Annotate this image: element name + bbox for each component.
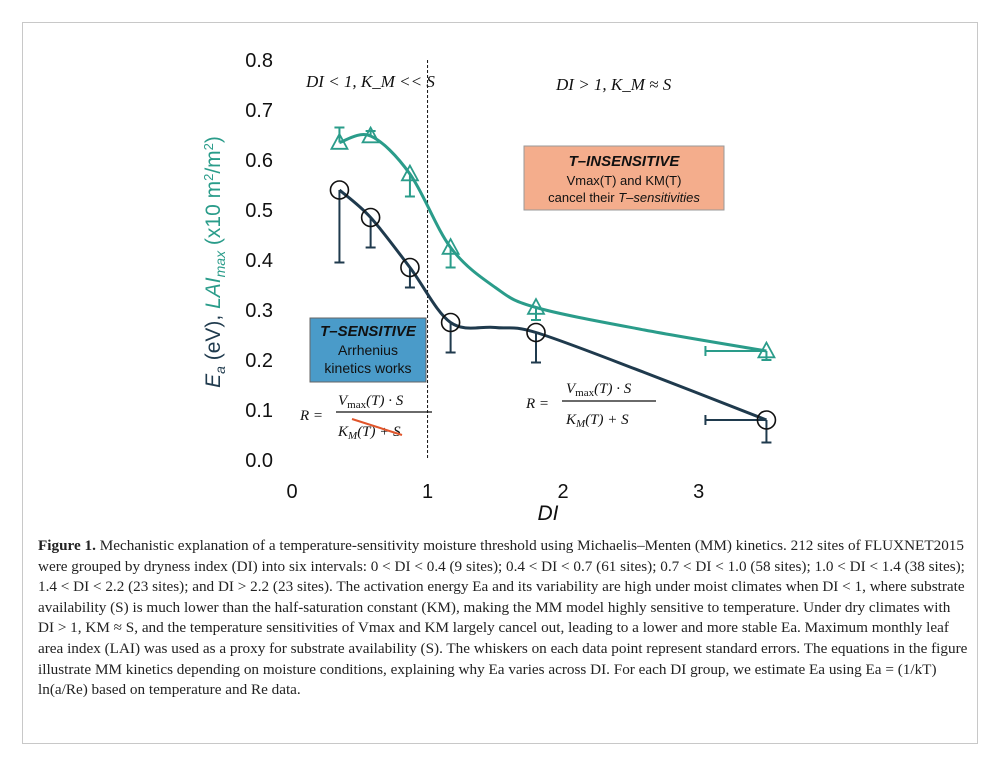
y-tick-label: 0.7 <box>245 100 273 122</box>
ylabel-units: (x10 m <box>202 181 225 251</box>
figure-frame <box>22 22 978 744</box>
laimax-point <box>441 237 461 255</box>
svg-text:R =: R = <box>299 408 323 424</box>
y-tick-label: 0.1 <box>245 400 273 422</box>
y-tick-label: 0.2 <box>245 350 273 372</box>
insensitive-line3-prefix: cancel their <box>548 190 618 205</box>
laimax-point <box>329 132 349 150</box>
sensitive-line3: kinetics works <box>324 360 411 376</box>
ylabel-ea: E <box>202 373 225 388</box>
ea-point <box>756 410 777 430</box>
laimax-point <box>361 125 381 144</box>
ylabel-sup1: 2 <box>201 174 216 181</box>
ea-point <box>440 312 461 333</box>
sensitive-line2: Arrhenius <box>338 342 398 358</box>
strike-line <box>351 418 403 436</box>
caption-text: Mechanistic explanation of a temperature… <box>38 537 968 699</box>
chart: 0.0 0.1 0.2 0.3 0.4 0.5 0.6 0.7 0.8 0 1 2 3 DI < 1, … <box>201 50 777 525</box>
caption-label: Figure 1. <box>38 537 96 554</box>
ea-point <box>400 257 420 278</box>
insensitive-box: T–INSENSITIVE Vmax(T) and KM(T) cancel t… <box>523 145 725 211</box>
laimax-point <box>526 297 546 315</box>
ea-series-line <box>338 188 767 422</box>
equation-left: R = Vmax(T) · S / (KM(T) + S) R = Vmax(T… <box>299 393 432 442</box>
ylabel-close: ) <box>202 136 225 143</box>
y-tick-label: 0.6 <box>245 150 273 172</box>
insensitive-title: T–INSENSITIVE <box>569 153 681 170</box>
svg-text:Vmax(T) · S: Vmax(T) · S <box>566 381 632 399</box>
y-axis-label: Ea (eV), LAImax (x10 m2/m2) <box>201 136 228 388</box>
x-axis-label: DI <box>538 502 559 525</box>
y-tick-label: 0.8 <box>245 50 273 72</box>
y-tick-label: 0.4 <box>245 250 273 272</box>
y-tick-label: 0.3 <box>245 300 273 322</box>
x-tick-label: 1 <box>422 481 433 503</box>
left-regime-label: DI < 1, K_M << S <box>305 72 435 91</box>
laimax-point <box>756 340 776 359</box>
x-tick-label: 3 <box>693 481 704 503</box>
svg-text:Vmax(T) · S: Vmax(T) · S <box>338 393 404 411</box>
x-tick-label: 2 <box>558 481 569 503</box>
laimax-series-line <box>338 133 767 353</box>
ylabel-lai-sub: max <box>212 250 228 277</box>
svg-text:KM(T) + S: KM(T) + S <box>337 424 401 442</box>
ylabel-ea-sub: a <box>212 366 228 374</box>
right-regime-label: DI > 1, K_M ≈ S <box>555 75 672 94</box>
laimax-point <box>400 163 420 182</box>
svg-text:R =: R = <box>525 396 549 412</box>
x-tick-label: 0 <box>286 481 297 503</box>
y-tick-label: 0.5 <box>245 200 273 222</box>
ylabel-sup2: 2 <box>201 143 216 150</box>
ea-point <box>329 180 350 200</box>
y-tick-label: 0.0 <box>245 450 273 472</box>
insensitive-line3-italic: T–sensitivities <box>618 190 700 205</box>
sensitive-title: T–SENSITIVE <box>320 323 417 340</box>
sensitive-box: T–SENSITIVE Arrhenius kinetics works <box>309 317 427 383</box>
figure-caption: Figure 1. Mechanistic explanation of a t… <box>38 536 968 701</box>
equation-right: R = Vmax(T) · S / (KM(T) + S) R = Vmax(T… <box>525 381 656 430</box>
ea-point <box>360 207 381 228</box>
svg-text:KM(T) + S: KM(T) + S <box>565 412 629 430</box>
ylabel-lai: LAI <box>202 277 225 309</box>
insensitive-line3: cancel their T–sensitivities <box>548 190 700 205</box>
ea-point <box>526 322 546 343</box>
insensitive-line2: Vmax(T) and KM(T) <box>567 173 682 188</box>
ylabel-ev: (eV), <box>202 309 225 366</box>
ylabel-units2: /m <box>202 150 225 173</box>
